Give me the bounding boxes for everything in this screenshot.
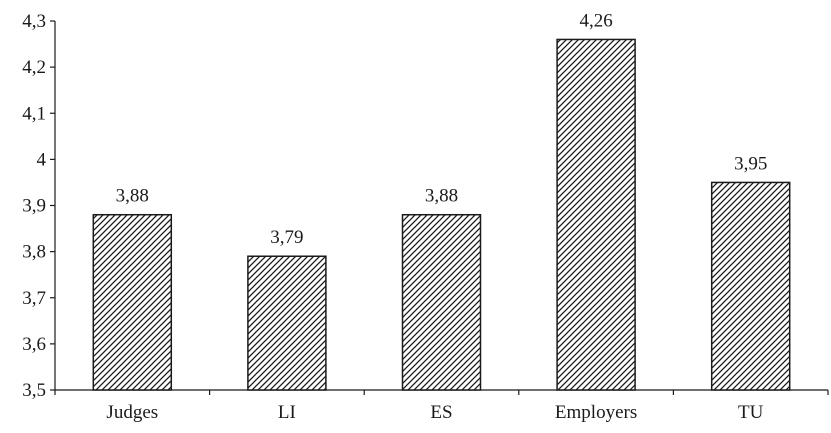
y-tick-label: 3,5	[22, 380, 46, 401]
bar-judges	[92, 213, 173, 391]
bar-es	[401, 213, 482, 391]
x-tick-label: TU	[738, 402, 764, 423]
x-axis: Judges LI ES Employers TU	[54, 389, 829, 423]
x-tick-label: Judges	[106, 402, 158, 423]
data-label: 4,26	[579, 10, 612, 31]
y-tick-label: 4,3	[22, 11, 46, 32]
y-tick-label: 4,1	[22, 103, 46, 124]
data-label: 3,88	[116, 186, 149, 207]
bar-li	[247, 255, 327, 391]
x-tick-label: LI	[278, 402, 296, 423]
y-tick-label: 3,7	[22, 288, 46, 309]
data-label: 3,95	[734, 153, 767, 174]
y-tick-label: 4,2	[22, 57, 46, 78]
y-tick-label: 3,8	[22, 242, 46, 263]
y-tick-label: 4	[37, 149, 47, 170]
y-tick-label: 3,6	[22, 334, 46, 355]
data-label: 3,88	[425, 186, 458, 207]
data-label: 3,79	[270, 227, 303, 248]
bar-employers	[556, 38, 636, 391]
data-labels: 3,88 3,79 3,88 4,26 3,95	[116, 10, 768, 248]
bar-tu	[710, 181, 791, 391]
y-axis: 3,5 3,6 3,7 3,8 3,9 4 4,1 4,2 4,3	[22, 11, 56, 401]
y-tick-label: 3,9	[22, 196, 46, 217]
bars	[92, 38, 791, 391]
x-tick-label: ES	[430, 402, 452, 423]
x-tick-label: Employers	[555, 402, 637, 423]
